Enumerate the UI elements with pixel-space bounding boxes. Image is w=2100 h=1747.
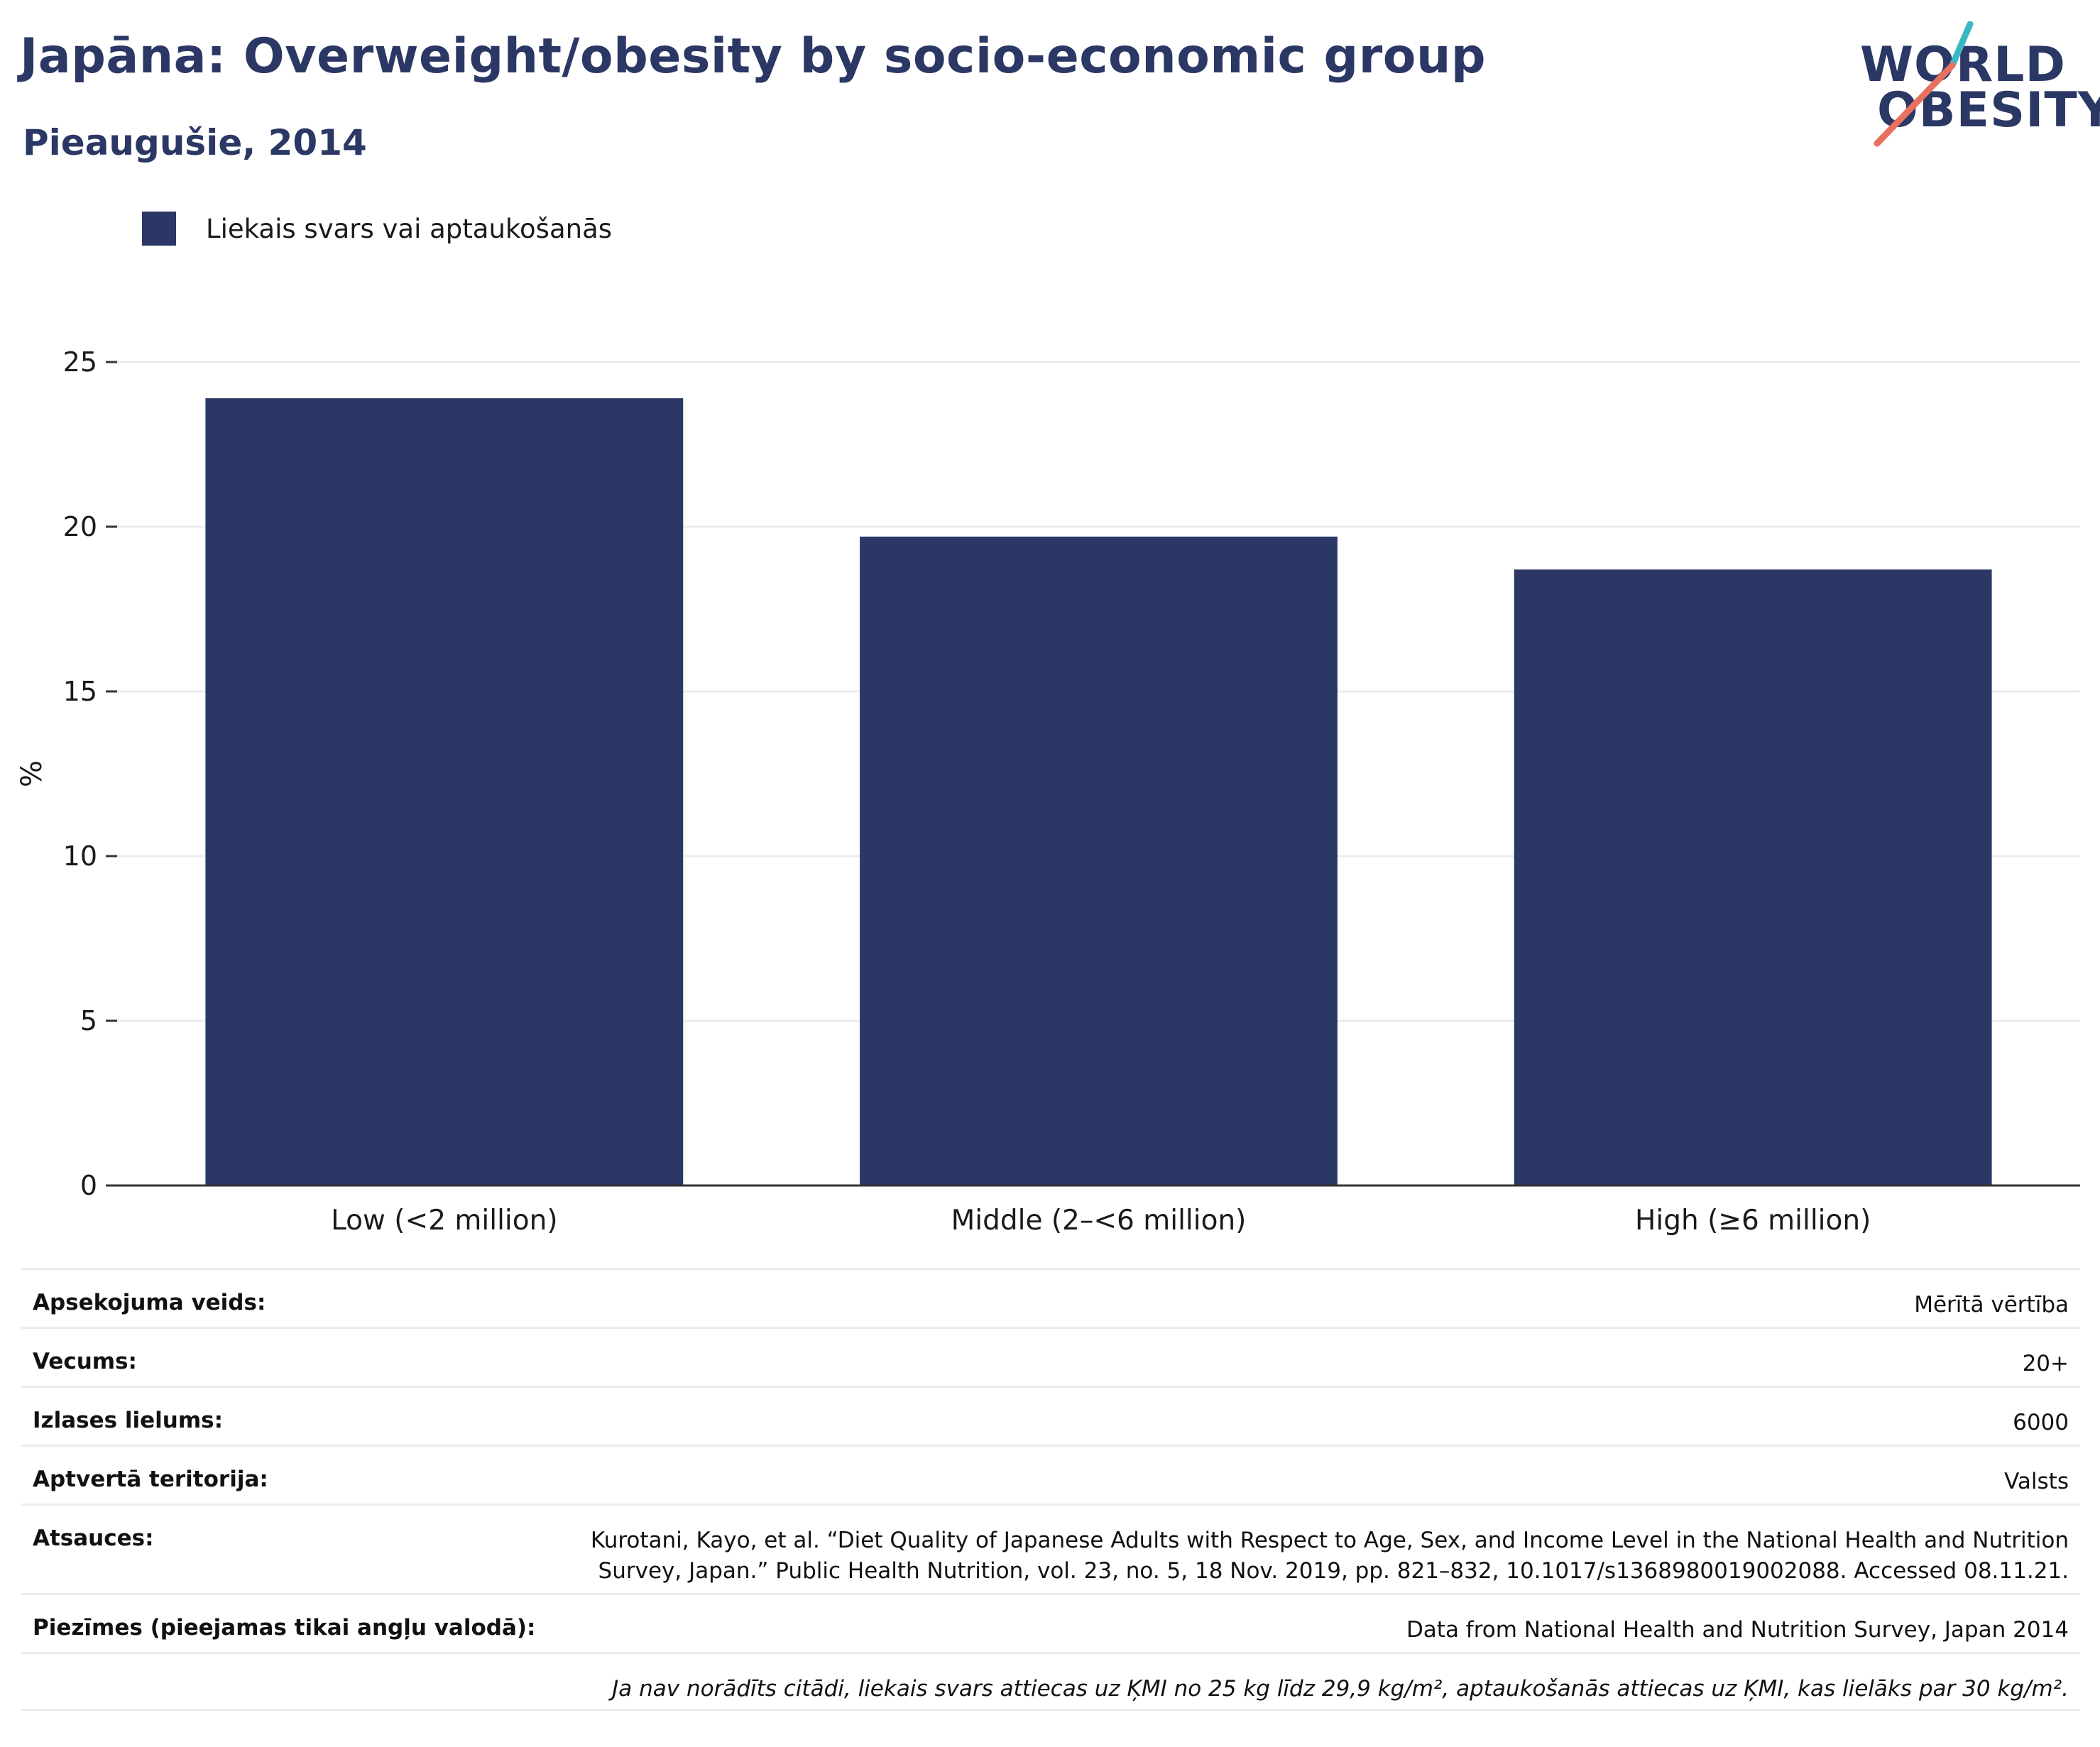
y-tick-label: 5 <box>80 1005 97 1036</box>
y-axis-label: % <box>16 760 48 787</box>
meta-key: Piezīmes (pieejamas tikai angļu valodā): <box>33 1615 536 1641</box>
meta-value: Valsts <box>2004 1469 2069 1494</box>
meta-value: 20+ <box>2022 1351 2069 1376</box>
meta-key: Atsauces: <box>33 1526 154 1551</box>
x-tick-label: High (≥6 million) <box>1635 1205 1871 1237</box>
bar-chart: 0 5 10 15 20 25 Low (<2 million) Middle (2–<6 … <box>16 346 2080 1237</box>
legend-swatch <box>142 212 176 246</box>
meta-key: Aptvertā teritorija: <box>33 1467 268 1492</box>
footnote: Ja nav norādīts citādi, liekais svars at… <box>612 1676 2069 1702</box>
logo-text-line2: OBESITY <box>1877 82 2100 138</box>
x-tick-label: Middle (2–<6 million) <box>951 1205 1247 1237</box>
x-tick-label: Low (<2 million) <box>331 1205 557 1237</box>
y-tick-label: 25 <box>63 346 97 378</box>
bar <box>1514 569 1992 1185</box>
reference-line-1: Kurotani, Kayo, et al. “Diet Quality of … <box>590 1528 2069 1553</box>
y-tick-label: 10 <box>63 840 97 872</box>
meta-row-survey-type: Apsekojuma veids: Mērītā vērtība <box>21 1268 2080 1327</box>
meta-row-age: Vecums: 20+ <box>21 1327 2080 1386</box>
meta-key: Apsekojuma veids: <box>33 1290 266 1315</box>
y-tick-label: 15 <box>63 676 97 707</box>
y-tick-label: 20 <box>63 511 97 542</box>
meta-value: Data from National Health and Nutrition … <box>1406 1617 2069 1643</box>
bar <box>860 536 1338 1185</box>
bars <box>205 398 1992 1185</box>
reference-line-2: Survey, Japan.” Public Health Nutrition,… <box>598 1558 2069 1584</box>
meta-key: Vecums: <box>33 1349 137 1374</box>
meta-row-references: Atsauces: Kurotani, Kayo, et al. “Diet Q… <box>21 1504 2080 1593</box>
meta-key: Izlases lielums: <box>33 1408 223 1433</box>
meta-value: 6000 <box>2013 1410 2069 1435</box>
chart-title: Japāna: Overweight/obesity by socio-econ… <box>20 28 1487 84</box>
bar <box>205 398 684 1185</box>
chart-legend: Liekais svars vai aptaukošanās <box>142 212 612 246</box>
y-tick-label: 0 <box>80 1170 97 1201</box>
chart-subtitle: Pieaugušie, 2014 <box>23 122 367 163</box>
meta-value: Mērītā vērtība <box>1914 1292 2069 1318</box>
meta-row-notes: Piezīmes (pieejamas tikai angļu valodā):… <box>21 1593 2080 1652</box>
meta-row-footnote: Ja nav norādīts citādi, liekais svars at… <box>21 1652 2080 1711</box>
x-axis-ticks: Low (<2 million) Middle (2–<6 million) Hig… <box>331 1205 1871 1237</box>
metadata-table: Apsekojuma veids: Mērītā vērtība Vecums:… <box>21 1268 2080 1711</box>
logo-slash-icon <box>1874 21 1974 147</box>
meta-row-sample-size: Izlases lielums: 6000 <box>21 1386 2080 1445</box>
y-axis-ticks: 0 5 10 15 20 25 <box>63 346 117 1201</box>
meta-value: Kurotani, Kayo, et al. “Diet Quality of … <box>591 1506 2069 1587</box>
world-obesity-logo: WORLD OBESITY <box>1853 21 2100 149</box>
legend-label: Liekais svars vai aptaukošanās <box>206 213 613 244</box>
meta-row-area-covered: Aptvertā teritorija: Valsts <box>21 1445 2080 1504</box>
